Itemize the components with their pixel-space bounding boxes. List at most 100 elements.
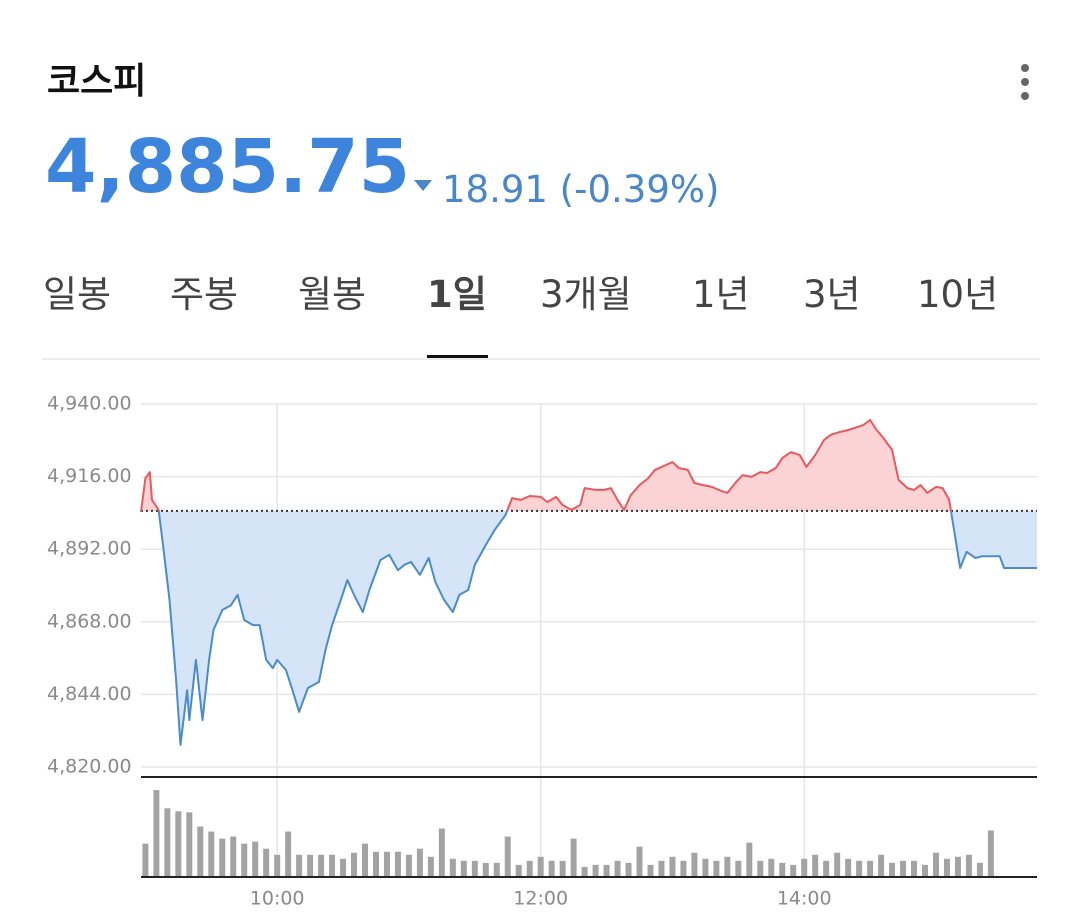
volume-bar: [735, 860, 742, 877]
volume-bar: [263, 848, 270, 877]
menu-dot[interactable]: [1021, 64, 1029, 72]
y-tick-label: 4,892.00: [47, 538, 132, 560]
volume-bar: [405, 854, 412, 877]
volume-bar: [911, 860, 918, 877]
volume-bar: [197, 826, 204, 877]
volume-bar: [746, 842, 753, 877]
volume-bar: [603, 864, 610, 877]
volume-bar: [932, 852, 939, 877]
volume-bar: [548, 860, 555, 877]
menu-dot[interactable]: [1021, 78, 1029, 86]
volume-bar: [482, 862, 489, 877]
volume-bar: [812, 854, 819, 877]
volume-bar: [647, 864, 654, 877]
volume-bar: [943, 858, 950, 877]
tab[interactable]: 일봉: [43, 273, 111, 316]
volume-bar: [537, 856, 544, 877]
tab[interactable]: 10년: [917, 273, 998, 316]
down-arrow: [414, 180, 432, 191]
tab[interactable]: 3개월: [540, 273, 632, 316]
volume-bar: [801, 858, 808, 877]
volume-bar: [186, 812, 193, 877]
volume-bar: [790, 864, 797, 877]
volume-bar: [351, 852, 358, 877]
volume-bar: [427, 856, 434, 877]
volume-bar: [493, 862, 500, 877]
volume-bar: [922, 864, 928, 877]
volume-bar: [416, 848, 423, 877]
volume-bar: [460, 860, 467, 877]
volume-bar: [394, 851, 401, 877]
volume-bar: [142, 843, 149, 877]
volume-bar: [515, 864, 522, 877]
tab[interactable]: 3년: [803, 273, 861, 316]
volume-bar: [383, 851, 390, 877]
tab[interactable]: 월봉: [298, 273, 366, 316]
tab[interactable]: 1년: [692, 273, 750, 316]
volume-bar: [779, 862, 786, 877]
volume-bar: [724, 856, 731, 877]
tab-underline: [427, 355, 488, 358]
volume-bar: [900, 860, 907, 877]
volume-bar: [252, 841, 259, 877]
plot: 4,820.00 4,844.00 4,868.00 4,892.00 4,916.00…: [47, 393, 1037, 910]
volume-bar: [965, 854, 972, 877]
price: 4,885.75: [45, 124, 410, 210]
volume-bar: [691, 852, 698, 877]
x-tick-label: 12:00: [513, 888, 568, 910]
volume-bar: [592, 864, 599, 877]
change: 18.91 (-0.39%): [442, 168, 719, 211]
volume-bar: [274, 854, 281, 877]
volume-bar: [976, 862, 983, 877]
volume-bar: [614, 860, 621, 877]
volume-bar: [757, 860, 764, 877]
menu-dot[interactable]: [1021, 92, 1029, 100]
volume-bar: [559, 860, 566, 877]
volume-bar: [845, 858, 852, 877]
price-line: [140, 419, 1037, 746]
volume-bar: [570, 838, 577, 877]
volume-bar: [889, 862, 896, 877]
volume-bar: [471, 860, 478, 877]
tab[interactable]: 주봉: [170, 273, 238, 316]
volume-bar: [318, 854, 325, 877]
y-tick-label: 4,940.00: [47, 393, 132, 415]
volume-bar: [153, 790, 160, 877]
y-tick-label: 4,844.00: [47, 683, 132, 705]
volume-bar: [329, 854, 336, 877]
volume-bar: [307, 854, 314, 877]
volume-bar: [449, 858, 456, 877]
volume-bar: [625, 862, 632, 877]
volume-bar: [230, 836, 237, 877]
volume-bar: [987, 830, 994, 877]
volume-bar: [164, 808, 171, 877]
y-tick-label: 4,916.00: [47, 465, 132, 487]
volume-bar: [241, 843, 248, 877]
volume-bar: [680, 860, 687, 877]
volume-bar: [658, 860, 665, 877]
volume-bar: [219, 838, 226, 877]
volume-bar: [878, 854, 885, 877]
volume-bar: [636, 846, 643, 877]
y-tick-label: 4,868.00: [47, 610, 132, 632]
volume-bar: [526, 860, 533, 877]
volume-bar: [867, 860, 874, 877]
area: [141, 420, 1037, 745]
volume-bar: [702, 858, 709, 877]
volume-bar: [669, 856, 676, 877]
x-tick-label: 14:00: [777, 888, 832, 910]
x-tick-label: 10:00: [250, 888, 305, 910]
volume-bar: [296, 854, 303, 877]
volume-bar: [208, 831, 215, 877]
volume-bar: [954, 856, 961, 877]
tab[interactable]: 1일: [427, 273, 487, 316]
volume-bar: [504, 836, 511, 877]
volume-bar: [834, 852, 841, 877]
volume-bar: [285, 831, 292, 877]
tab-bar: 일봉 주봉 월봉 1일 3개월 1년 3년 10년: [43, 273, 998, 358]
volume-bar: [175, 811, 182, 877]
volume-bar: [768, 858, 775, 877]
volume-bar: [372, 851, 379, 877]
volume-bar: [438, 828, 445, 877]
